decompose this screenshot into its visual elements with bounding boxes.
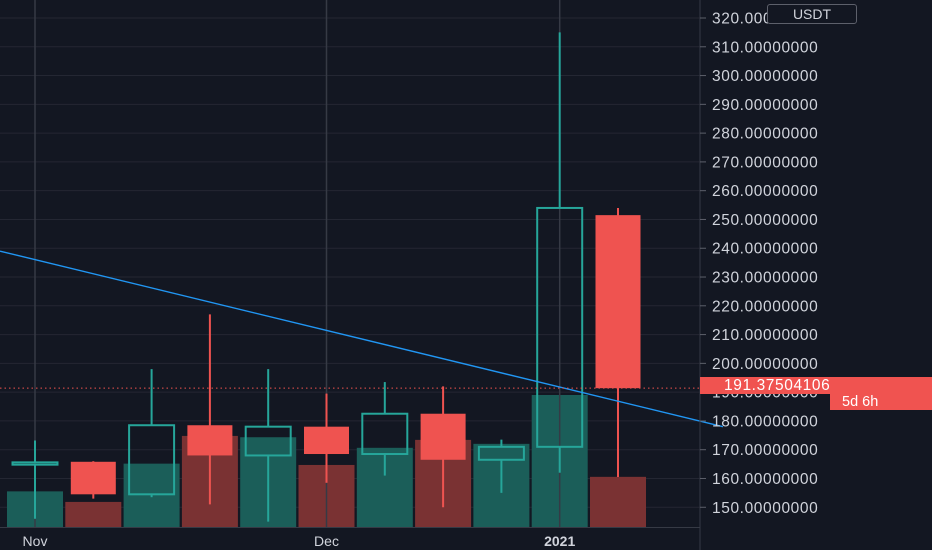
price-tick-label: 290.00000000 bbox=[712, 97, 818, 114]
candle-body-hollow bbox=[244, 425, 292, 457]
price-tick-label: 300.00000000 bbox=[712, 68, 818, 85]
candle[interactable] bbox=[536, 32, 584, 473]
price-tick-label: 280.00000000 bbox=[712, 126, 818, 143]
price-tick-label: 210.00000000 bbox=[712, 327, 818, 344]
volume-bar bbox=[590, 476, 646, 527]
time-tick-label: Dec bbox=[314, 533, 339, 549]
volume-bar bbox=[65, 501, 122, 527]
price-tick-label: 240.00000000 bbox=[712, 241, 818, 258]
candle-body-filled bbox=[187, 425, 233, 456]
price-tick-label: 260.00000000 bbox=[712, 183, 818, 200]
candle[interactable] bbox=[304, 393, 349, 483]
candle-body-filled bbox=[420, 413, 466, 460]
candles[interactable] bbox=[11, 32, 641, 522]
price-tick-label: 220.00000000 bbox=[712, 298, 818, 315]
candle-body-hollow bbox=[477, 445, 525, 461]
price-tick-label: 160.00000000 bbox=[712, 471, 818, 488]
time-tick-label: Nov bbox=[23, 533, 48, 549]
time-axis[interactable]: Nov Dec 2021 bbox=[23, 533, 576, 549]
candle[interactable] bbox=[187, 314, 233, 505]
candle[interactable] bbox=[477, 439, 525, 493]
candle-body-hollow bbox=[536, 206, 584, 448]
price-tick-label: 200.00000000 bbox=[712, 356, 818, 373]
candle-body-filled bbox=[595, 215, 641, 389]
price-tick-label: 170.00000000 bbox=[712, 442, 818, 459]
candle[interactable] bbox=[420, 386, 466, 508]
candle-body-filled bbox=[70, 461, 116, 495]
grid-lines bbox=[0, 17, 700, 508]
candle-body-hollow bbox=[128, 424, 176, 496]
price-tick-label: 230.00000000 bbox=[712, 270, 818, 287]
price-tick-label: 180.00000000 bbox=[712, 413, 818, 430]
candle-body-filled bbox=[304, 426, 349, 455]
candle-body-hollow bbox=[11, 461, 59, 466]
candle[interactable] bbox=[244, 369, 292, 522]
candle[interactable] bbox=[70, 461, 116, 499]
price-tick-label: 310.00000000 bbox=[712, 39, 818, 56]
candle-body-hollow bbox=[361, 412, 409, 456]
candle[interactable] bbox=[128, 369, 176, 498]
price-tick-label: 150.00000000 bbox=[712, 500, 818, 517]
price-tick-label: 270.00000000 bbox=[712, 154, 818, 171]
trendline[interactable] bbox=[0, 250, 724, 428]
time-tick-label: 2021 bbox=[544, 533, 575, 549]
price-tick-label: 250.00000000 bbox=[712, 212, 818, 229]
candle[interactable] bbox=[11, 440, 59, 519]
candle[interactable] bbox=[595, 207, 641, 478]
currency-badge[interactable]: USDT bbox=[767, 4, 857, 24]
candle[interactable] bbox=[361, 382, 409, 476]
candle-countdown-label: 5d 6h bbox=[830, 394, 932, 410]
trendline-layer[interactable] bbox=[0, 250, 724, 428]
last-price-label: 191.37504106 bbox=[700, 377, 932, 394]
